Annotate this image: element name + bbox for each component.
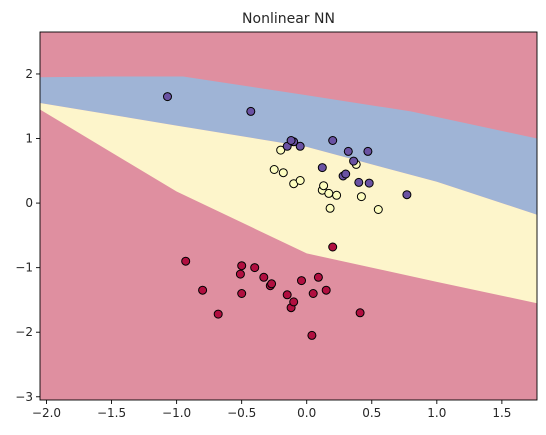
- point-red: [237, 261, 247, 271]
- point-purple: [341, 169, 351, 179]
- point-red: [355, 308, 365, 318]
- point-yellow: [295, 176, 305, 185]
- point-purple: [317, 163, 327, 173]
- point-red: [321, 285, 331, 295]
- region-blue: [40, 76, 537, 215]
- point-red: [250, 263, 260, 273]
- point-purple: [364, 178, 374, 188]
- region-yellow: [40, 103, 537, 304]
- data-points: [163, 92, 412, 340]
- y-tick-label: −3: [15, 390, 33, 404]
- point-purple: [402, 190, 412, 200]
- point-red: [213, 309, 223, 319]
- point-purple: [286, 136, 296, 145]
- point-yellow: [269, 165, 279, 174]
- point-purple: [328, 136, 338, 145]
- point-red: [297, 276, 306, 286]
- y-tick-label: −1: [15, 261, 33, 275]
- x-tick-label: 1.5: [492, 406, 511, 420]
- point-purple: [343, 146, 353, 156]
- plot-frame: [39, 31, 538, 401]
- x-tick-label: −1.0: [162, 406, 191, 420]
- point-red: [308, 289, 318, 298]
- y-axis: −3 −2 −1 0 1 2: [15, 67, 40, 404]
- point-red: [282, 290, 292, 300]
- point-red: [328, 242, 338, 252]
- x-tick-label: 0.5: [362, 406, 381, 420]
- point-red: [198, 285, 208, 295]
- y-tick-label: 2: [25, 67, 33, 81]
- x-axis: −2.0 −1.5 −1.0 −0.5 0.0 0.5 1.0 1.5: [32, 400, 511, 420]
- point-red: [235, 269, 245, 279]
- x-tick-label: −1.5: [97, 406, 126, 420]
- point-red: [259, 272, 269, 282]
- point-red: [289, 297, 299, 307]
- point-purple: [349, 156, 359, 166]
- point-purple: [246, 106, 256, 116]
- point-yellow: [373, 205, 383, 214]
- point-red: [313, 272, 323, 282]
- point-red: [307, 330, 317, 340]
- point-yellow: [332, 190, 342, 200]
- point-yellow: [278, 168, 288, 178]
- x-tick-label: −2.0: [32, 406, 61, 420]
- point-yellow: [356, 192, 366, 202]
- point-purple: [295, 141, 305, 151]
- chart-title: Nonlinear NN: [242, 11, 335, 27]
- point-red: [181, 256, 191, 266]
- point-yellow: [325, 203, 335, 213]
- y-tick-label: −2: [15, 325, 33, 339]
- x-tick-label: −0.5: [227, 406, 256, 420]
- y-tick-label: 1: [25, 132, 33, 146]
- x-tick-label: 0.0: [297, 406, 316, 420]
- point-red: [237, 289, 247, 298]
- point-purple: [163, 92, 172, 102]
- point-red: [267, 279, 277, 289]
- point-purple: [363, 146, 373, 156]
- point-yellow: [276, 145, 286, 155]
- x-tick-label: 1.0: [427, 406, 446, 420]
- y-tick-label: 0: [25, 196, 33, 210]
- point-yellow: [319, 181, 329, 191]
- decision-regions: [40, 32, 537, 400]
- point-purple: [354, 177, 364, 187]
- point-yellow: [324, 188, 334, 198]
